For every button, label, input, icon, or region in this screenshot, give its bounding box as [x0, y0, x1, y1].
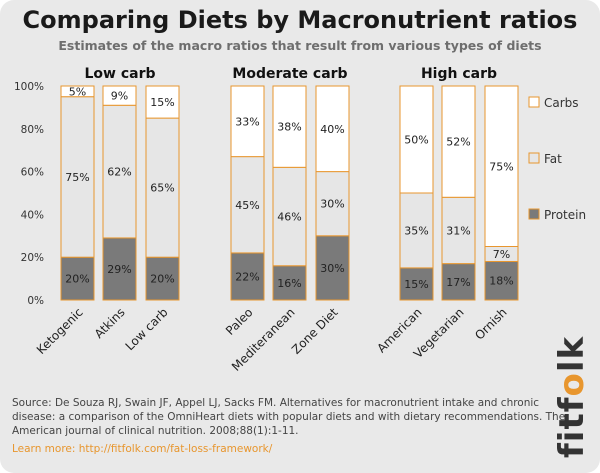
data-label-fat: 75%	[65, 171, 89, 184]
bar-segment-carbs	[272, 85, 307, 168]
x-category-label: Zone Diet	[289, 305, 341, 357]
y-tick-label: 100%	[14, 81, 44, 93]
y-tick-label: 80%	[21, 124, 44, 136]
bar-segment-carbs	[230, 85, 265, 158]
bar-segment-carbs	[145, 85, 180, 119]
data-label-carbs: 5%	[69, 85, 86, 98]
y-tick-label: 0%	[27, 295, 44, 307]
legend-label-fat: Fat	[544, 152, 562, 166]
data-label-carbs: 38%	[277, 121, 301, 134]
legend-label-protein: Protein	[544, 208, 586, 222]
chart-title: Comparing Diets by Macronutrient ratios	[22, 6, 578, 34]
bar-segment-fat	[441, 196, 476, 265]
source-citation: Source: De Souza RJ, Swain JF, Appel LJ,…	[12, 397, 566, 437]
data-label-protein: 30%	[320, 262, 344, 275]
bar-segment-fat	[60, 96, 95, 258]
data-label-protein: 20%	[150, 273, 174, 286]
bar-segment-fat	[102, 104, 137, 239]
data-label-protein: 18%	[489, 275, 513, 288]
data-label-carbs: 33%	[235, 115, 259, 128]
data-label-protein: 16%	[277, 277, 301, 290]
bar-segment-protein	[272, 265, 307, 301]
x-category-label: Paleo	[223, 305, 256, 338]
bar-segment-protein	[60, 256, 95, 301]
group-label: High carb	[421, 66, 497, 82]
bar-segment-fat	[399, 192, 434, 269]
data-label-fat: 46%	[277, 211, 301, 224]
legend-swatch-carbs	[528, 96, 540, 108]
bar-segment-carbs	[484, 85, 519, 247]
group-label: Moderate carb	[232, 66, 347, 82]
data-label-carbs: 52%	[446, 136, 470, 149]
bar-segment-protein	[399, 267, 434, 301]
data-label-carbs: 40%	[320, 123, 344, 136]
data-label-fat: 31%	[446, 224, 470, 237]
x-category-label: Ornish	[472, 305, 509, 342]
data-label-protein: 17%	[446, 276, 470, 289]
bar-segment-carbs	[60, 85, 95, 98]
y-tick-label: 60%	[21, 167, 44, 179]
chart-subtitle: Estimates of the macro ratios that resul…	[58, 38, 542, 53]
y-tick-label: 20%	[21, 252, 44, 264]
bar-segment-fat	[272, 166, 307, 267]
legend-swatch-protein	[528, 208, 540, 220]
bar-segment-protein	[230, 252, 265, 301]
data-label-carbs: 50%	[404, 134, 428, 147]
learn-more-link[interactable]: Learn more: http://fitfolk.com/fat-loss-…	[12, 443, 273, 455]
data-label-carbs: 75%	[489, 160, 513, 173]
y-tick-label: 40%	[21, 209, 44, 221]
data-label-carbs: 15%	[150, 96, 174, 109]
bar-segment-carbs	[399, 85, 434, 194]
bar-segment-carbs	[315, 85, 350, 173]
group-label: Low carb	[84, 66, 155, 82]
x-category-label: Atkins	[92, 305, 128, 341]
fitfolk-logo: fitfolk	[552, 335, 592, 458]
data-label-protein: 20%	[65, 273, 89, 286]
bar-segment-protein	[484, 260, 519, 301]
bar-segment-fat	[145, 117, 180, 258]
stacked-bar-chart: 0% 20% 40% 60% 80% 100% 20% 75% 5% Ketogenic 29% 62…	[14, 66, 586, 374]
data-label-fat: 65%	[150, 182, 174, 195]
data-label-protein: 15%	[404, 278, 428, 291]
x-category-label: Low carb	[123, 305, 171, 353]
data-label-carbs: 9%	[111, 90, 128, 103]
data-label-fat: 7%	[493, 248, 510, 261]
data-label-fat: 35%	[404, 224, 428, 237]
data-label-fat: 45%	[235, 199, 259, 212]
data-label-protein: 29%	[107, 263, 131, 276]
bar-segment-protein	[102, 237, 137, 301]
data-label-protein: 22%	[235, 270, 259, 283]
legend-label-carbs: Carbs	[544, 96, 579, 110]
data-label-fat: 30%	[320, 198, 344, 211]
bar-segment-fat	[230, 156, 265, 254]
x-category-label: Ketogenic	[34, 305, 86, 357]
data-label-fat: 62%	[107, 166, 131, 179]
bar-segment-carbs	[102, 85, 137, 106]
bar-segment-carbs	[441, 85, 476, 198]
legend-swatch-fat	[528, 152, 540, 164]
